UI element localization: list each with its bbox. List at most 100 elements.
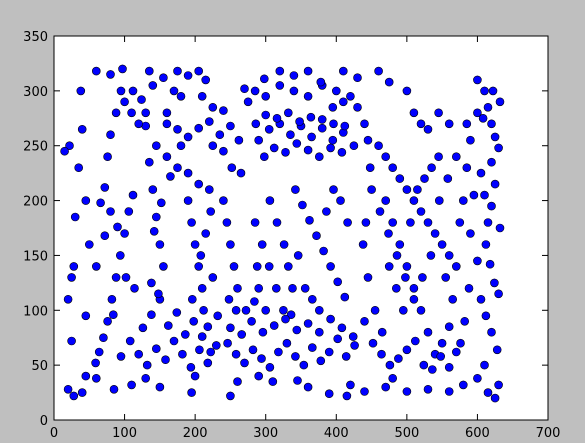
scatter-point — [281, 314, 290, 324]
scatter-point — [303, 66, 313, 76]
scatter-point — [374, 141, 383, 150]
scatter-point — [398, 305, 408, 315]
scatter-point — [487, 157, 496, 167]
scatter-point — [388, 218, 398, 227]
scatter-point — [483, 103, 493, 112]
scatter-point — [328, 135, 338, 145]
scatter-point — [272, 218, 282, 227]
scatter-point — [419, 360, 429, 370]
scatter-point — [384, 262, 394, 271]
scatter-point — [187, 218, 196, 227]
scatter-point — [480, 360, 489, 370]
scatter-point — [219, 106, 228, 115]
scatter-point — [466, 229, 475, 238]
scatter-point — [416, 305, 426, 315]
scatter-point — [91, 358, 100, 368]
scatter-point — [194, 262, 203, 271]
scatter-point — [289, 86, 299, 96]
scatter-point — [254, 283, 264, 293]
scatter-point — [128, 86, 138, 96]
scatter-point — [420, 174, 429, 183]
scatter-point — [360, 387, 369, 396]
scatter-point — [303, 382, 313, 392]
scatter-point — [176, 92, 186, 101]
scatter-point — [374, 66, 383, 76]
scatter-point — [186, 362, 196, 372]
scatter-point — [226, 391, 235, 401]
scatter-point — [410, 336, 420, 346]
scatter-point — [111, 273, 121, 282]
scatter-point — [381, 382, 391, 392]
scatter-point — [258, 327, 268, 337]
scatter-point — [231, 305, 241, 315]
scatter-point — [103, 316, 112, 326]
scatter-point — [76, 86, 86, 96]
scatter-point — [314, 305, 324, 315]
scatter-point — [226, 323, 235, 333]
scatter-point — [187, 388, 196, 397]
scatter-point — [370, 305, 380, 315]
scatter-point — [416, 119, 426, 129]
scatter-point — [434, 152, 443, 161]
scatter-point — [333, 277, 343, 287]
scatter-point — [147, 278, 156, 288]
scatter-point — [92, 66, 101, 76]
scatter-point — [233, 377, 242, 386]
scatter-point — [326, 262, 335, 271]
scatter-point — [206, 207, 215, 216]
scatter-point — [409, 294, 419, 304]
scatter-point — [495, 223, 505, 233]
scatter-point — [250, 218, 260, 227]
scatter-points — [60, 64, 505, 403]
scatter-point — [495, 97, 505, 107]
scatter-point — [159, 73, 168, 82]
scatter-point — [460, 316, 470, 326]
scatter-point — [120, 97, 129, 107]
scatter-point — [195, 345, 204, 355]
scatter-point — [100, 183, 110, 192]
scatter-point — [490, 179, 500, 189]
scatter-point — [181, 330, 190, 339]
scatter-point — [142, 360, 152, 370]
scatter-point — [312, 231, 321, 240]
scatter-point — [130, 283, 139, 293]
scatter-point — [183, 132, 193, 142]
scatter-point — [206, 347, 215, 357]
scatter-point — [295, 117, 304, 126]
scatter-point — [264, 125, 274, 134]
scatter-point — [205, 117, 214, 126]
scatter-point — [409, 108, 419, 118]
scatter-point — [481, 240, 491, 249]
scatter-point — [402, 387, 412, 396]
scatter-point — [183, 196, 193, 205]
y-tick-label: 300 — [23, 85, 48, 100]
scatter-point — [483, 388, 493, 397]
scatter-point — [418, 273, 427, 282]
scatter-point — [252, 262, 262, 271]
scatter-point — [250, 86, 260, 96]
scatter-point — [152, 344, 161, 354]
scatter-point — [392, 251, 402, 260]
scatter-point — [127, 108, 136, 118]
scatter-point — [492, 345, 502, 355]
scatter-point — [224, 294, 234, 304]
scatter-point — [337, 323, 347, 333]
scatter-point — [293, 376, 302, 385]
scatter-point — [188, 294, 197, 304]
scatter-point — [152, 141, 161, 150]
scatter-point — [434, 108, 443, 118]
scatter-point — [240, 84, 249, 93]
scatter-point — [237, 330, 246, 339]
scatter-point — [292, 325, 302, 335]
scatter-point — [307, 343, 317, 352]
y-tick-label: 50 — [31, 359, 48, 374]
scatter-point — [469, 190, 479, 200]
scatter-point — [423, 218, 433, 227]
scatter-point — [138, 323, 148, 333]
scatter-point — [326, 314, 335, 324]
scatter-point — [248, 345, 258, 355]
scatter-point — [337, 148, 347, 157]
scatter-point — [434, 196, 444, 205]
scatter-point — [173, 125, 182, 134]
scatter-point — [189, 316, 198, 326]
